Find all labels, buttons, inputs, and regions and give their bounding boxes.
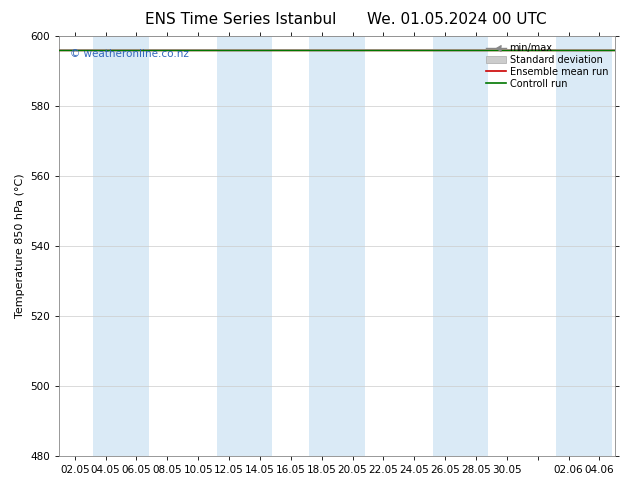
Legend: min/max, Standard deviation, Ensemble mean run, Controll run: min/max, Standard deviation, Ensemble me… xyxy=(484,41,610,91)
Text: We. 01.05.2024 00 UTC: We. 01.05.2024 00 UTC xyxy=(366,12,547,27)
Bar xyxy=(556,36,612,456)
Text: © weatheronline.co.nz: © weatheronline.co.nz xyxy=(70,49,190,59)
Y-axis label: Temperature 850 hPa (°C): Temperature 850 hPa (°C) xyxy=(15,174,25,318)
Bar xyxy=(309,36,365,456)
Bar xyxy=(433,36,488,456)
Bar xyxy=(217,36,272,456)
Bar xyxy=(93,36,149,456)
Text: ENS Time Series Istanbul: ENS Time Series Istanbul xyxy=(145,12,337,27)
